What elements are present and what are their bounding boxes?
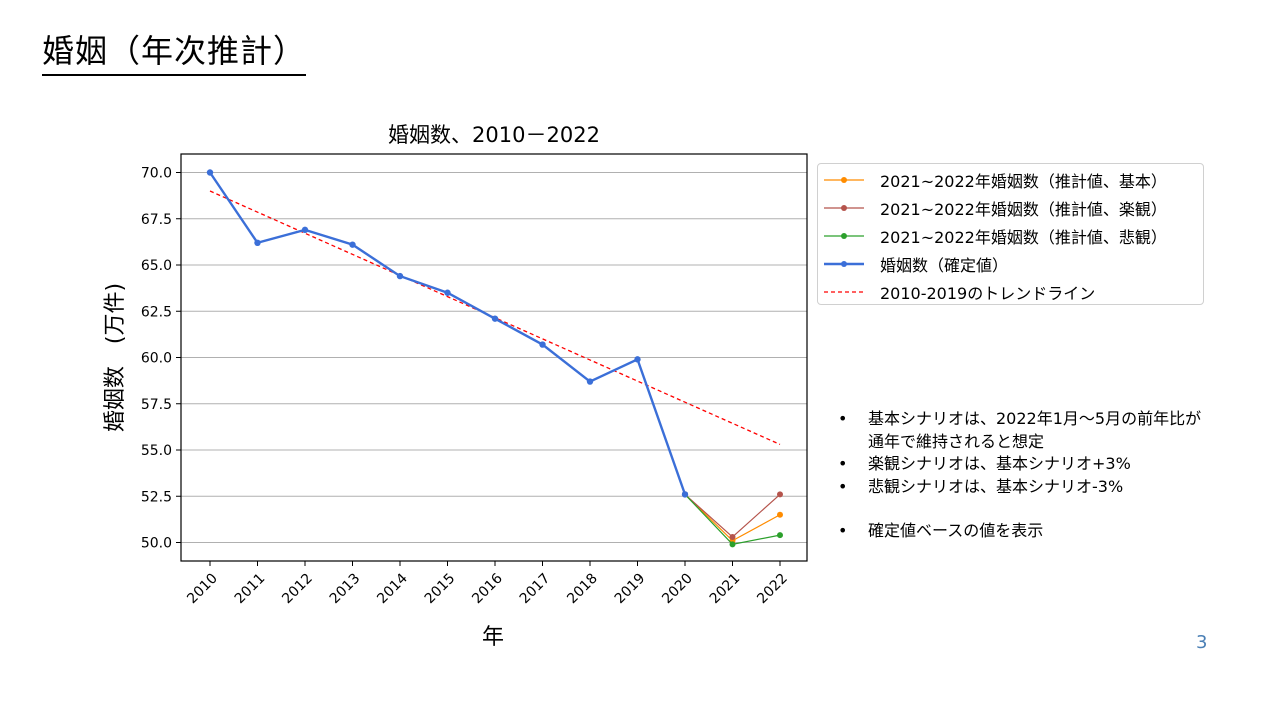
note-text: 悲観シナリオは、基本シナリオ-3% — [868, 476, 1124, 496]
data-point-1-2 — [777, 491, 783, 498]
slide-title: 婚姻（年次推計） — [42, 26, 307, 76]
x-tick-label: 2018 — [564, 571, 601, 608]
note-item: 通年で維持されると想定 — [838, 431, 1268, 454]
legend-item: 婚姻数（確定値） — [824, 253, 1008, 275]
y-axis-label: 婚姻数 (万件) — [103, 283, 128, 432]
data-point-3-2 — [301, 226, 309, 234]
data-point-0-2 — [777, 511, 783, 518]
notes-list: • 基本シナリオは、2022年1月～5月の前年比が 通年で維持されると想定 • 楽観シナ… — [838, 408, 1268, 543]
notes-spacer — [838, 498, 1268, 520]
bullet-icon: • — [838, 454, 848, 473]
x-tick-label: 2010 — [184, 571, 221, 608]
x-tick-label: 2021 — [707, 571, 744, 608]
data-point-3-0 — [206, 169, 214, 176]
x-tick-label: 2017 — [517, 571, 554, 608]
data-point-3-4 — [396, 272, 404, 280]
x-tick-label: 2019 — [612, 571, 649, 608]
y-tick-label: 52.5 — [141, 489, 172, 505]
x-tick-label: 2012 — [279, 571, 316, 608]
data-point-2-1 — [729, 541, 736, 548]
note-item: • 楽観シナリオは、基本シナリオ+3% — [838, 453, 1268, 476]
data-point-3-8 — [586, 378, 594, 385]
note-item: • 確定値ベースの値を表示 — [838, 520, 1268, 543]
data-point-3-5 — [444, 289, 451, 296]
data-point-3-7 — [539, 341, 546, 348]
y-tick-label: 67.5 — [141, 212, 172, 228]
legend-item: 2010-2019のトレンドライン — [824, 281, 1095, 303]
data-point-3-1 — [254, 239, 261, 246]
data-point-3-10 — [681, 491, 689, 498]
chart-title: 婚姻数、2010－2022 — [388, 123, 600, 147]
y-tick-label: 55.0 — [141, 443, 172, 459]
y-tick-label: 62.5 — [141, 304, 172, 320]
legend-swatch — [824, 177, 864, 183]
x-tick-label: 2016 — [469, 570, 506, 607]
legend-swatch — [824, 291, 864, 293]
x-tick-label: 2022 — [754, 571, 791, 608]
data-point-2-2 — [777, 532, 783, 539]
note-item: • 悲観シナリオは、基本シナリオ-3% — [838, 476, 1268, 499]
y-tick-label: 70.0 — [141, 166, 172, 182]
x-tick-label: 2013 — [327, 571, 364, 608]
legend-label: 婚姻数（確定値） — [880, 256, 1009, 275]
legend-label: 2010-2019のトレンドライン — [880, 284, 1096, 303]
y-tick-label: 50.0 — [141, 536, 172, 552]
data-point-1-1 — [729, 533, 736, 540]
data-point-3-6 — [491, 315, 499, 322]
note-text: 楽観シナリオは、基本シナリオ+3% — [868, 454, 1131, 473]
legend-item: 2021~2022年婚姻数（推計値、基本） — [824, 169, 1167, 191]
y-tick-label: 57.5 — [141, 397, 172, 413]
data-point-3-9 — [634, 356, 641, 363]
plot-frame — [180, 153, 808, 562]
legend-swatch — [824, 261, 864, 267]
series-line-0 — [684, 493, 781, 542]
chart-legend: 2021~2022年婚姻数（推計値、基本） 2021~2022年婚姻数（推計値、楽… — [817, 163, 1204, 305]
note-text: 基本シナリオは、2022年1月～5月の前年比が — [868, 409, 1202, 428]
series-line-3 — [209, 171, 687, 495]
series-line-1 — [684, 493, 781, 538]
legend-label: 2021~2022年婚姻数（推計値、悲観） — [880, 228, 1167, 247]
legend-label: 2021~2022年婚姻数（推計値、基本） — [880, 172, 1167, 191]
y-tick-label: 65.0 — [141, 258, 172, 274]
x-axis-label: 年 — [482, 625, 504, 650]
legend-item: 2021~2022年婚姻数（推計値、楽観） — [824, 197, 1167, 219]
x-tick-label: 2015 — [422, 571, 459, 608]
note-text: 確定値ベースの値を表示 — [868, 521, 1044, 540]
legend-item: 2021~2022年婚姻数（推計値、悲観） — [824, 225, 1167, 247]
page-number: 3 — [1196, 632, 1208, 653]
legend-label: 2021~2022年婚姻数（推計値、楽観） — [880, 200, 1167, 219]
x-tick-label: 2020 — [659, 571, 696, 608]
y-tick-label: 60.0 — [141, 351, 172, 367]
note-item: • 基本シナリオは、2022年1月～5月の前年比が — [838, 408, 1268, 431]
bullet-icon: • — [838, 409, 848, 428]
data-point-3-3 — [349, 241, 356, 248]
x-tick-label: 2011 — [232, 571, 269, 608]
note-text: 通年で維持されると想定 — [868, 431, 1045, 451]
bullet-icon: • — [838, 476, 848, 496]
legend-swatch — [824, 233, 864, 239]
bullet-icon: • — [838, 521, 848, 540]
x-tick-label: 2014 — [374, 570, 411, 607]
legend-swatch — [824, 205, 864, 211]
